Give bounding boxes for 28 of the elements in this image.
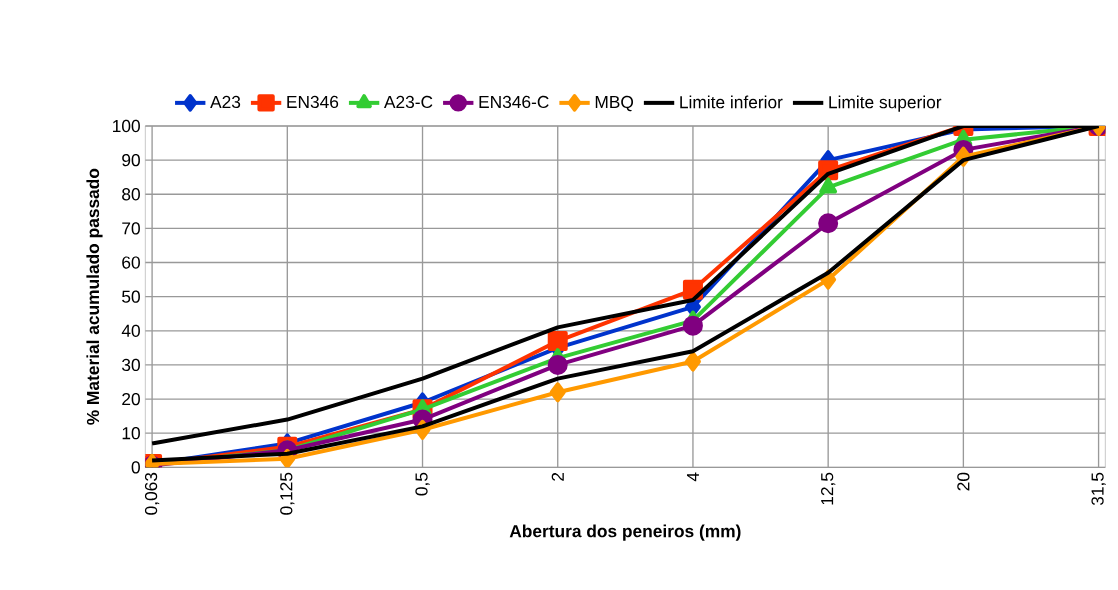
y-tick-label: 0 xyxy=(131,461,140,474)
legend-label: Limite superior xyxy=(829,95,942,112)
y-tick-label: 60 xyxy=(122,256,140,269)
x-axis-title: Abertura dos peneiros (mm) xyxy=(509,524,741,541)
y-tick-label: 80 xyxy=(122,188,140,201)
x-tick-label: 2 xyxy=(551,472,564,481)
y-tick-label: 90 xyxy=(122,153,140,167)
x-tick-label: 20 xyxy=(957,472,970,491)
x-tick-label: 12,5 xyxy=(820,472,836,505)
legend-label: MBQ xyxy=(595,95,634,112)
y-axis-title: % Material acumulado passado xyxy=(86,168,103,425)
legend-label: EN346-C xyxy=(479,95,549,109)
x-tick-label: 0,5 xyxy=(415,472,430,496)
y-tick-label: 50 xyxy=(122,290,140,303)
legend-label: A23-C xyxy=(383,95,433,109)
x-tick-label: 4 xyxy=(686,472,699,482)
y-tick-label: 40 xyxy=(121,324,140,337)
y-tick-label: 30 xyxy=(122,358,140,372)
legend-label: Limite inferior xyxy=(680,95,783,109)
y-tick-label: 20 xyxy=(122,392,140,406)
y-tick-label: 70 xyxy=(122,222,140,235)
y-tick-label: 100 xyxy=(113,119,140,133)
x-tick-label: 31,5 xyxy=(1091,472,1106,506)
x-tick-label: 0,125 xyxy=(280,472,295,515)
x-tick-label: 0,063 xyxy=(144,472,160,515)
legend-label: A23 xyxy=(210,95,241,109)
legend-label: EN346 xyxy=(287,95,339,109)
y-tick-label: 10 xyxy=(122,427,140,440)
